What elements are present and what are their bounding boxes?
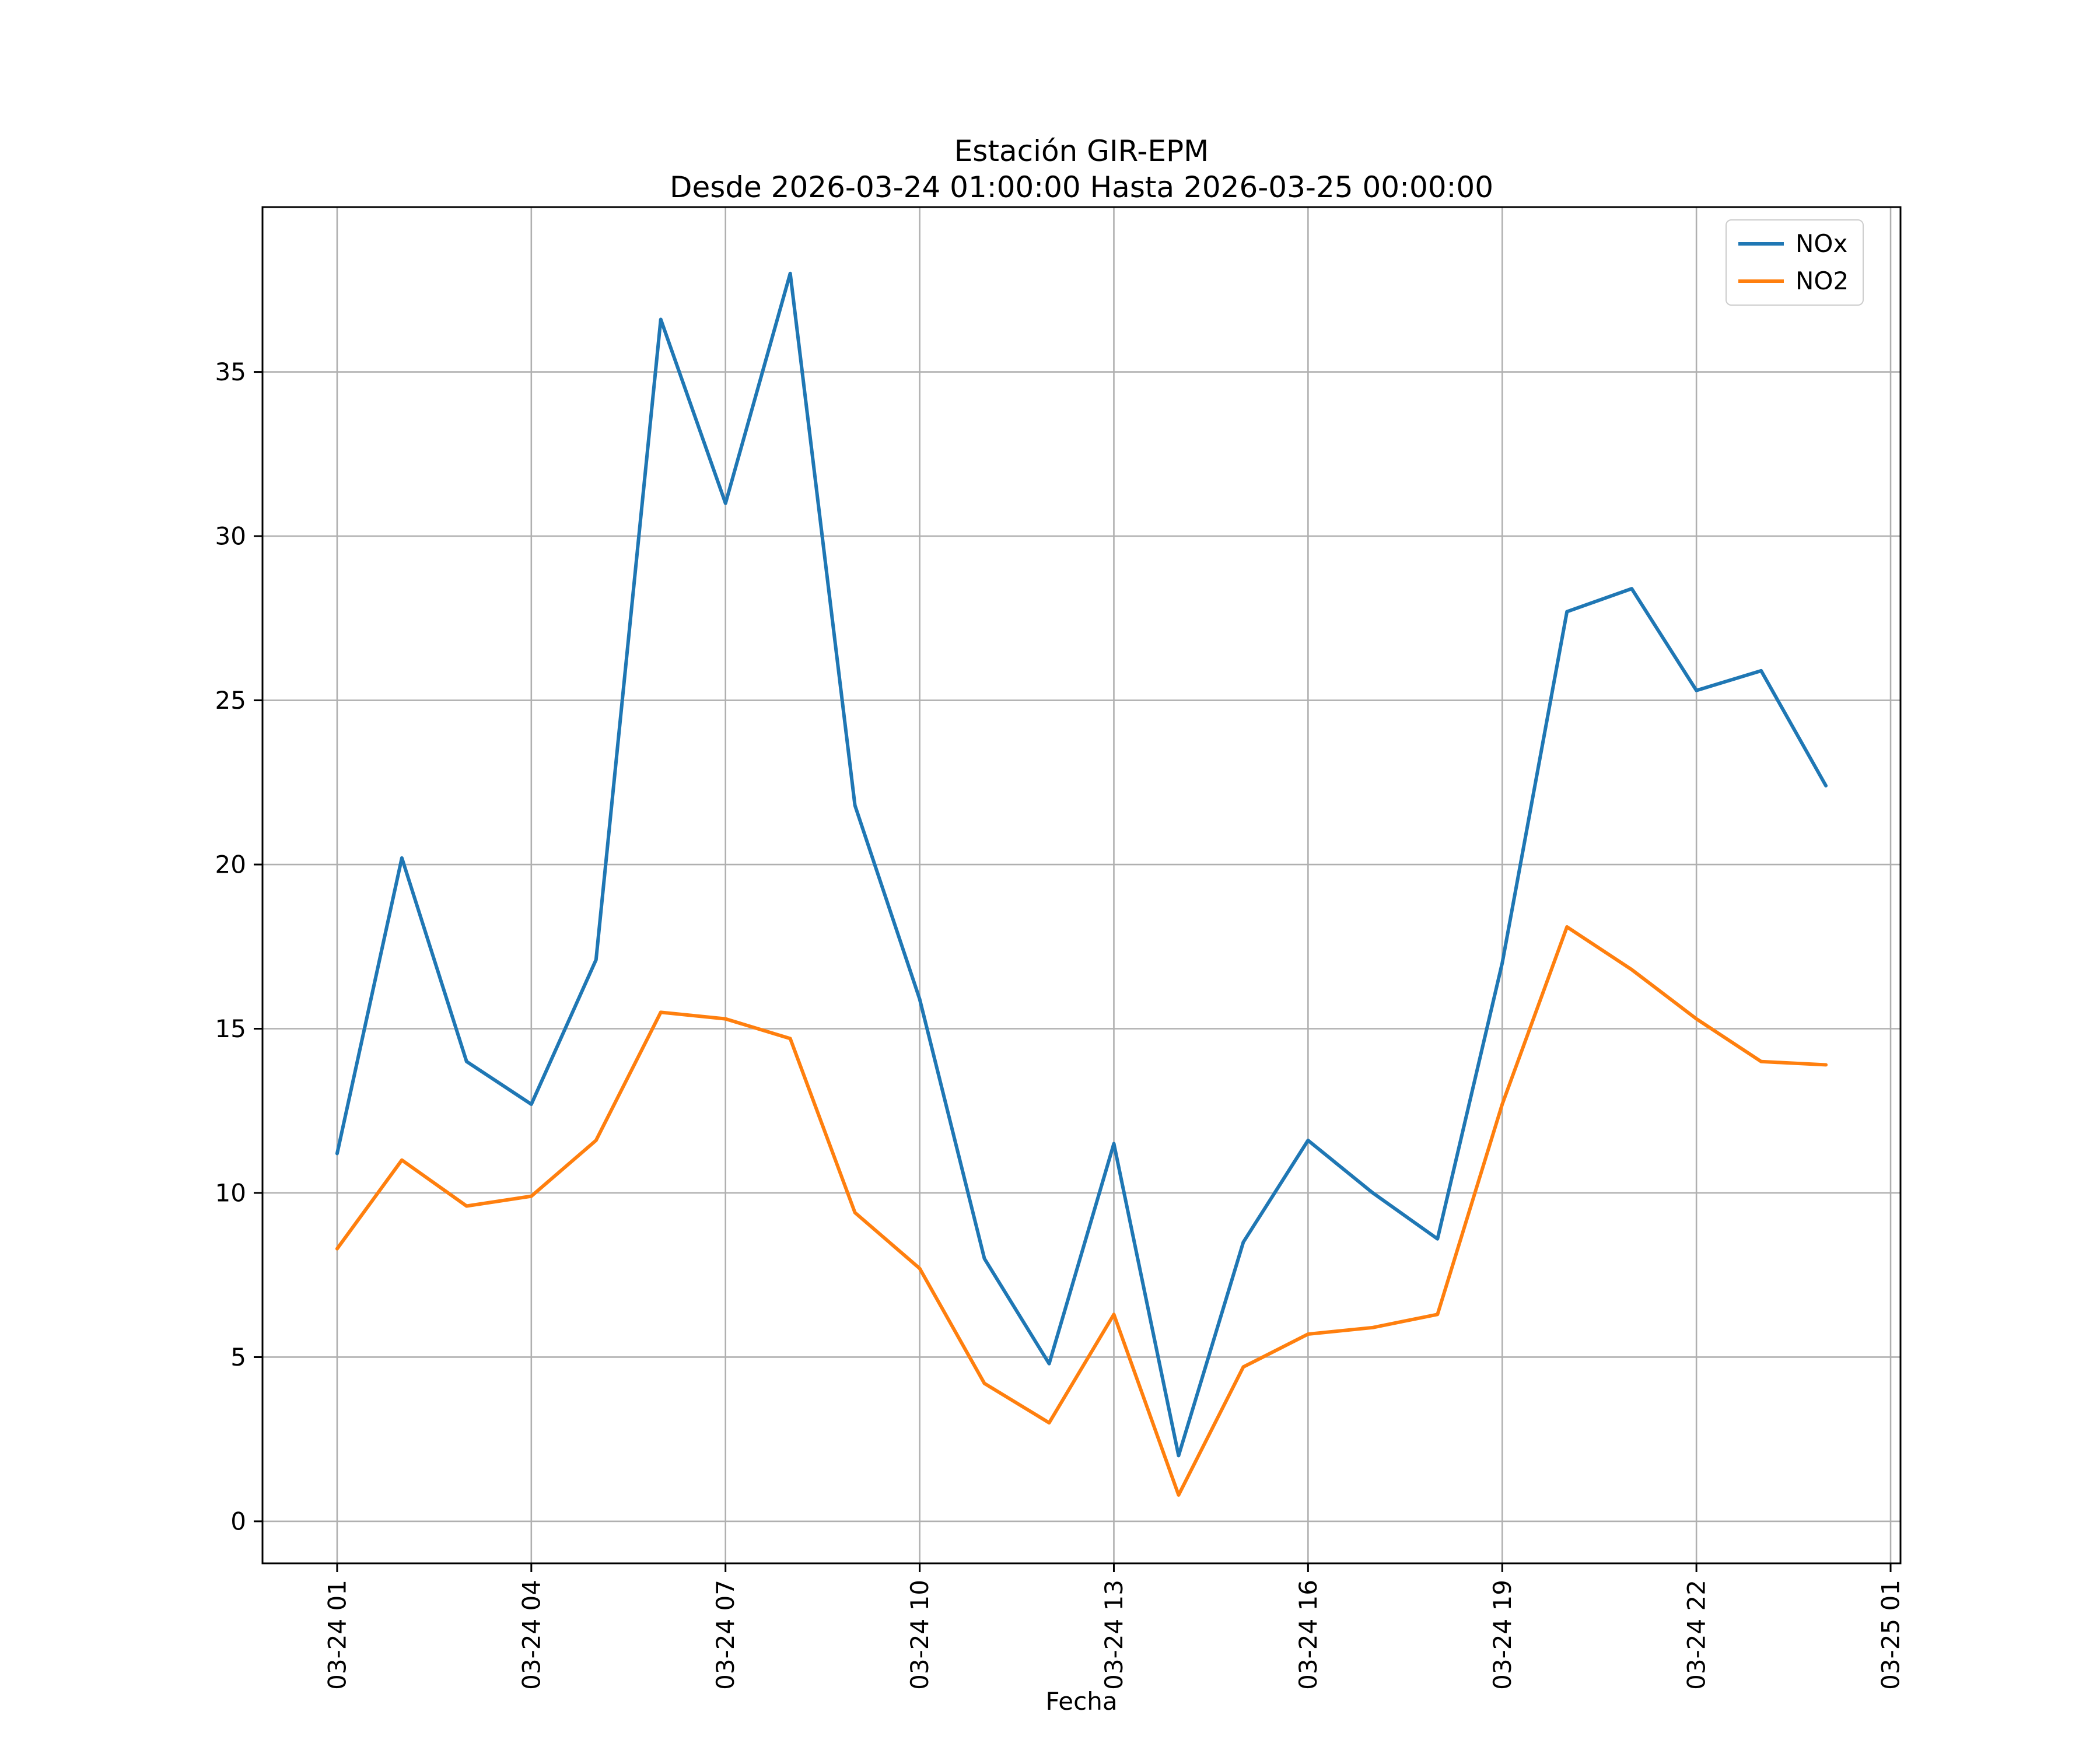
legend-line-sample-no2 [1738, 279, 1784, 283]
y-tick-label: 20 [215, 850, 246, 879]
y-tick-label: 10 [215, 1178, 246, 1207]
legend-label-no2: NO2 [1796, 267, 1849, 295]
y-tick-label: 30 [215, 522, 246, 551]
x-tick-label: 03-24 19 [1488, 1580, 1517, 1690]
series-line-no2 [335, 925, 1828, 1497]
x-tick-label: 03-24 01 [323, 1580, 351, 1690]
chart-title: Estación GIR-EPM Desde 2026-03-24 01:00:… [262, 133, 1901, 205]
legend-line-sample-nox [1738, 242, 1784, 246]
x-tick-label: 03-24 16 [1294, 1580, 1322, 1690]
legend-label-nox: NOx [1796, 229, 1848, 258]
y-tick-label: 35 [215, 358, 246, 386]
x-tick-label: 03-24 07 [711, 1580, 740, 1690]
y-tick-label: 5 [230, 1343, 246, 1371]
x-tick-label: 03-24 13 [1100, 1580, 1128, 1690]
axes-frame [261, 206, 1902, 1564]
y-tick-label: 15 [215, 1014, 246, 1043]
x-tick-label: 03-24 10 [905, 1580, 934, 1690]
legend: NOx NO2 [1726, 219, 1864, 306]
y-tick-label: 0 [230, 1507, 246, 1535]
chart-title-line2: Desde 2026-03-24 01:00:00 Hasta 2026-03-… [669, 170, 1494, 204]
chart-title-line1: Estación GIR-EPM [954, 134, 1209, 168]
x-tick-label: 03-24 04 [517, 1580, 545, 1690]
legend-item-no2: NO2 [1738, 267, 1849, 295]
x-tick-label: 03-24 22 [1682, 1580, 1711, 1690]
series-line-nox [335, 271, 1828, 1458]
x-axis-label: Fecha [1045, 1687, 1118, 1716]
y-tick-label: 25 [215, 686, 246, 715]
legend-item-nox: NOx [1738, 230, 1849, 258]
x-tick-label: 03-25 01 [1877, 1580, 1905, 1690]
